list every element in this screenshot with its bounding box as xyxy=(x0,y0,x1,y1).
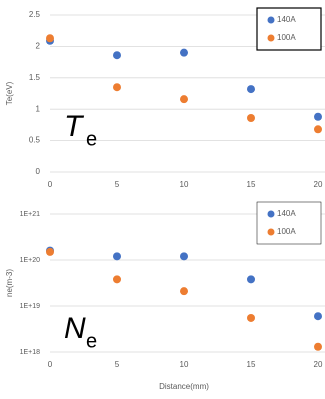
point xyxy=(46,34,54,43)
x-tick-label: 10 xyxy=(180,180,189,189)
y-tick-label: 1E+18 xyxy=(20,349,41,356)
y-tick-label: 1E+19 xyxy=(20,303,41,310)
annotation-sub: e xyxy=(86,128,97,150)
point xyxy=(247,275,255,284)
y-axis-label: ne(m-3) xyxy=(5,269,14,297)
point xyxy=(113,252,121,261)
y-tick-label: 1E+20 xyxy=(20,257,41,264)
legend-marker xyxy=(267,34,275,42)
point xyxy=(180,252,188,261)
x-tick-label: 5 xyxy=(115,180,120,189)
point xyxy=(46,247,54,256)
point xyxy=(247,313,255,322)
legend-marker xyxy=(267,228,275,236)
x-tick-label: 15 xyxy=(247,180,256,189)
legend-marker xyxy=(267,16,275,24)
legend-box xyxy=(256,201,322,245)
legend-box xyxy=(256,7,322,51)
annotation: N xyxy=(64,312,86,345)
point xyxy=(113,275,121,284)
point xyxy=(247,85,255,94)
x-tick-label: 15 xyxy=(247,360,256,369)
x-tick-label: 5 xyxy=(115,360,120,369)
x-tick-label: 20 xyxy=(314,360,323,369)
legend-marker xyxy=(267,210,275,218)
x-axis-label: Distance(mm) xyxy=(159,382,209,391)
y-tick-label: 1 xyxy=(36,104,41,113)
annotation: T xyxy=(64,110,85,143)
annotation-sub: e xyxy=(86,330,97,352)
y-tick-label: 0 xyxy=(36,167,41,176)
y-tick-label: 1E+21 xyxy=(20,211,41,218)
legend-label: 140A xyxy=(277,15,296,24)
y-tick-label: 0.5 xyxy=(29,136,41,145)
legend-label: 140A xyxy=(277,209,296,218)
y-tick-label: 2 xyxy=(36,42,41,51)
legend-label: 100A xyxy=(277,33,296,42)
point xyxy=(314,125,322,134)
y-tick-label: 1.5 xyxy=(29,73,41,82)
point xyxy=(113,51,121,60)
x-tick-label: 10 xyxy=(180,360,189,369)
y-axis-label: Te(eV) xyxy=(5,81,14,105)
x-tick-label: 0 xyxy=(48,180,53,189)
point xyxy=(180,287,188,296)
y-tick-label: 2.5 xyxy=(29,10,41,19)
point xyxy=(180,95,188,104)
point xyxy=(314,342,322,351)
point xyxy=(314,112,322,121)
point xyxy=(180,48,188,57)
point xyxy=(113,83,121,92)
point xyxy=(314,312,322,321)
point xyxy=(247,113,255,122)
x-tick-label: 0 xyxy=(48,360,53,369)
legend-label: 100A xyxy=(277,227,296,236)
x-tick-label: 20 xyxy=(314,180,323,189)
